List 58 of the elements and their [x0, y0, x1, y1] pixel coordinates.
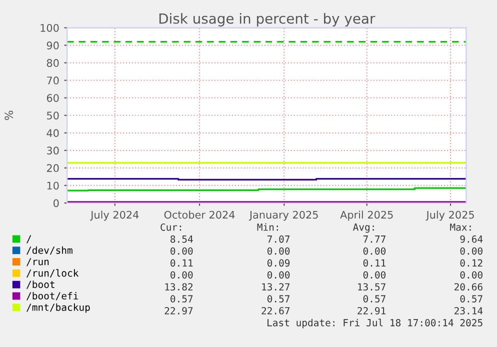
text: 0.00: [363, 247, 386, 255]
x-tick-label: April 2025: [340, 210, 393, 221]
x-tick-label: July 2025: [426, 210, 474, 221]
text: 23.14: [454, 307, 483, 314]
text: 0.11: [363, 259, 386, 267]
y-tick-label: 60: [46, 94, 59, 102]
text: Cur:: [160, 223, 182, 231]
legend-label: /dev/shm: [26, 246, 72, 255]
text: 7.77: [363, 236, 386, 243]
text: 13.27: [262, 283, 290, 291]
text: 0.11: [170, 259, 193, 267]
text: 0.57: [363, 295, 386, 302]
text: 22.91: [358, 307, 386, 314]
x-tick-label: October 2024: [164, 210, 235, 219]
text: 8.54: [170, 235, 193, 243]
legend-label: /boot/efi: [26, 292, 78, 300]
text: 0.00: [170, 271, 193, 279]
text: 0.00: [170, 247, 193, 255]
chart-title: Disk usage in percent - by year: [159, 13, 376, 26]
text: 0.00: [460, 271, 482, 279]
x-tick-label: July 2024: [90, 210, 139, 221]
y-tick-label: 50: [47, 112, 59, 120]
y-tick-label: 20: [46, 164, 59, 172]
text: 13.82: [165, 283, 193, 291]
y-tick-label: 90: [46, 42, 59, 50]
text: Last update: Fri Jul 18 17:00:14 2025: [268, 318, 482, 328]
text: 13.57: [358, 283, 386, 291]
legend-label: /boot: [26, 280, 54, 289]
text: 7.07: [267, 235, 290, 243]
text: 0.00: [460, 247, 482, 255]
text: Max:: [450, 224, 471, 231]
text: 22.67: [262, 307, 290, 314]
legend-label: /: [26, 235, 32, 244]
y-tick-label: 0: [54, 199, 59, 208]
text: 0.57: [460, 295, 482, 302]
text: 0.12: [460, 259, 482, 267]
text: 0.00: [267, 247, 290, 255]
legend-label: /run/lock: [26, 269, 79, 278]
y-tick-label: 80: [46, 59, 59, 67]
text: 0.57: [170, 295, 193, 302]
text: 0.00: [363, 271, 386, 279]
text: 20.66: [454, 283, 482, 291]
y-tick-label: 70: [47, 76, 59, 84]
text: Avg:: [352, 224, 374, 233]
x-tick-label: January 2025: [248, 210, 318, 221]
y-tick-label: 30: [46, 146, 59, 155]
y-tick-label: 10: [47, 182, 59, 190]
text: 0.57: [267, 295, 290, 302]
y-tick-label: 40: [46, 129, 59, 138]
y-tick-label: 100: [40, 24, 59, 32]
text: 0.09: [267, 259, 290, 267]
text: 9.64: [460, 235, 483, 243]
text: Min:: [257, 223, 278, 231]
text: 22.97: [164, 307, 193, 314]
legend-label: /run: [26, 258, 49, 266]
legend-label: /mnt/backup: [26, 303, 90, 313]
text: 0.00: [267, 271, 290, 279]
y-axis-title: %: [4, 110, 14, 120]
